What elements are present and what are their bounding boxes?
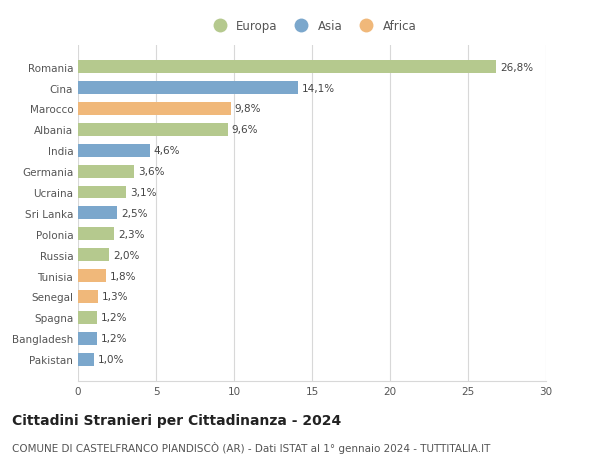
Bar xyxy=(78,332,97,345)
Bar xyxy=(78,353,94,366)
Text: 4,6%: 4,6% xyxy=(154,146,180,156)
Bar xyxy=(78,123,228,137)
Legend: Europa, Asia, Africa: Europa, Asia, Africa xyxy=(208,20,416,34)
Text: 3,1%: 3,1% xyxy=(130,188,157,197)
Text: Cittadini Stranieri per Cittadinanza - 2024: Cittadini Stranieri per Cittadinanza - 2… xyxy=(12,413,341,427)
Text: 1,0%: 1,0% xyxy=(97,354,124,364)
Bar xyxy=(78,249,109,262)
Bar xyxy=(78,82,298,95)
Text: COMUNE DI CASTELFRANCO PIANDISCÒ (AR) - Dati ISTAT al 1° gennaio 2024 - TUTTITAL: COMUNE DI CASTELFRANCO PIANDISCÒ (AR) - … xyxy=(12,441,490,453)
Text: 2,5%: 2,5% xyxy=(121,208,148,218)
Text: 2,3%: 2,3% xyxy=(118,230,144,239)
Text: 1,2%: 1,2% xyxy=(101,313,127,323)
Text: 9,6%: 9,6% xyxy=(232,125,258,135)
Bar xyxy=(78,145,150,157)
Bar xyxy=(78,165,134,178)
Bar xyxy=(78,103,231,116)
Text: 26,8%: 26,8% xyxy=(500,62,533,73)
Bar xyxy=(78,269,106,282)
Bar xyxy=(78,61,496,74)
Bar xyxy=(78,311,97,324)
Text: 14,1%: 14,1% xyxy=(302,84,335,94)
Bar xyxy=(78,290,98,303)
Bar xyxy=(78,207,117,220)
Text: 2,0%: 2,0% xyxy=(113,250,139,260)
Text: 3,6%: 3,6% xyxy=(138,167,164,177)
Bar xyxy=(78,186,127,199)
Text: 9,8%: 9,8% xyxy=(235,104,261,114)
Text: 1,3%: 1,3% xyxy=(102,292,128,302)
Text: 1,2%: 1,2% xyxy=(101,333,127,343)
Text: 1,8%: 1,8% xyxy=(110,271,136,281)
Bar xyxy=(78,228,114,241)
